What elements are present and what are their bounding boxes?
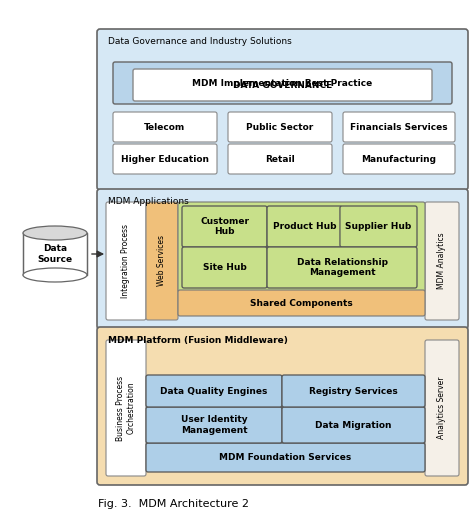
FancyBboxPatch shape <box>343 144 455 174</box>
FancyBboxPatch shape <box>182 247 267 288</box>
FancyBboxPatch shape <box>178 202 425 292</box>
Text: Customer
Hub: Customer Hub <box>200 217 249 236</box>
FancyBboxPatch shape <box>282 407 425 443</box>
Text: Supplier Hub: Supplier Hub <box>346 222 411 231</box>
Text: MDM Analytics: MDM Analytics <box>438 233 447 289</box>
FancyBboxPatch shape <box>133 69 432 101</box>
Text: User Identity
Management: User Identity Management <box>181 416 247 435</box>
Text: Registry Services: Registry Services <box>309 386 398 396</box>
Text: MDM Implementation Best Practice: MDM Implementation Best Practice <box>192 78 373 88</box>
FancyBboxPatch shape <box>146 407 282 443</box>
Bar <box>23 233 87 275</box>
FancyBboxPatch shape <box>343 112 455 142</box>
FancyBboxPatch shape <box>97 189 468 329</box>
FancyBboxPatch shape <box>97 29 468 190</box>
FancyBboxPatch shape <box>146 443 425 472</box>
Text: MDM Applications: MDM Applications <box>108 197 189 207</box>
Ellipse shape <box>23 226 87 240</box>
FancyBboxPatch shape <box>146 375 282 407</box>
Text: Data Quality Engines: Data Quality Engines <box>160 386 268 396</box>
FancyBboxPatch shape <box>106 202 146 320</box>
Text: Financials Services: Financials Services <box>350 123 448 132</box>
Text: Retail: Retail <box>265 155 295 163</box>
Ellipse shape <box>23 268 87 282</box>
Text: Data Relationship
Management: Data Relationship Management <box>297 258 388 277</box>
FancyBboxPatch shape <box>425 340 459 476</box>
Text: MDM Foundation Services: MDM Foundation Services <box>219 453 352 462</box>
Text: Telecom: Telecom <box>145 123 186 132</box>
FancyBboxPatch shape <box>178 290 425 316</box>
Text: Data
Source: Data Source <box>37 244 73 264</box>
FancyBboxPatch shape <box>340 206 417 247</box>
Text: Higher Education: Higher Education <box>121 155 209 163</box>
FancyBboxPatch shape <box>267 247 417 288</box>
FancyBboxPatch shape <box>97 327 468 485</box>
Bar <box>23 233 87 275</box>
Text: Shared Components: Shared Components <box>250 299 353 307</box>
FancyBboxPatch shape <box>106 340 146 476</box>
FancyBboxPatch shape <box>113 144 217 174</box>
Text: Fig. 3.  MDM Architecture 2: Fig. 3. MDM Architecture 2 <box>98 499 249 509</box>
FancyBboxPatch shape <box>113 62 452 104</box>
Text: Integration Process: Integration Process <box>121 224 130 298</box>
FancyBboxPatch shape <box>182 206 267 247</box>
Text: Web Services: Web Services <box>157 235 166 287</box>
FancyBboxPatch shape <box>425 202 459 320</box>
Text: Data Migration: Data Migration <box>315 421 392 430</box>
Text: Site Hub: Site Hub <box>203 263 246 272</box>
FancyBboxPatch shape <box>146 202 178 320</box>
Text: Data Governance and Industry Solutions: Data Governance and Industry Solutions <box>108 38 292 46</box>
FancyBboxPatch shape <box>228 144 332 174</box>
FancyBboxPatch shape <box>282 375 425 407</box>
Text: Manufacturing: Manufacturing <box>362 155 437 163</box>
FancyBboxPatch shape <box>267 206 342 247</box>
Text: DATA GOVERNANCE: DATA GOVERNANCE <box>233 80 332 89</box>
Text: Product Hub: Product Hub <box>273 222 336 231</box>
Text: Business Process
Orchestration: Business Process Orchestration <box>116 375 136 441</box>
FancyBboxPatch shape <box>228 112 332 142</box>
Text: MDM Platform (Fusion Middleware): MDM Platform (Fusion Middleware) <box>108 336 288 345</box>
Text: Public Sector: Public Sector <box>246 123 314 132</box>
Text: Analytics Server: Analytics Server <box>438 377 447 439</box>
FancyBboxPatch shape <box>113 112 217 142</box>
